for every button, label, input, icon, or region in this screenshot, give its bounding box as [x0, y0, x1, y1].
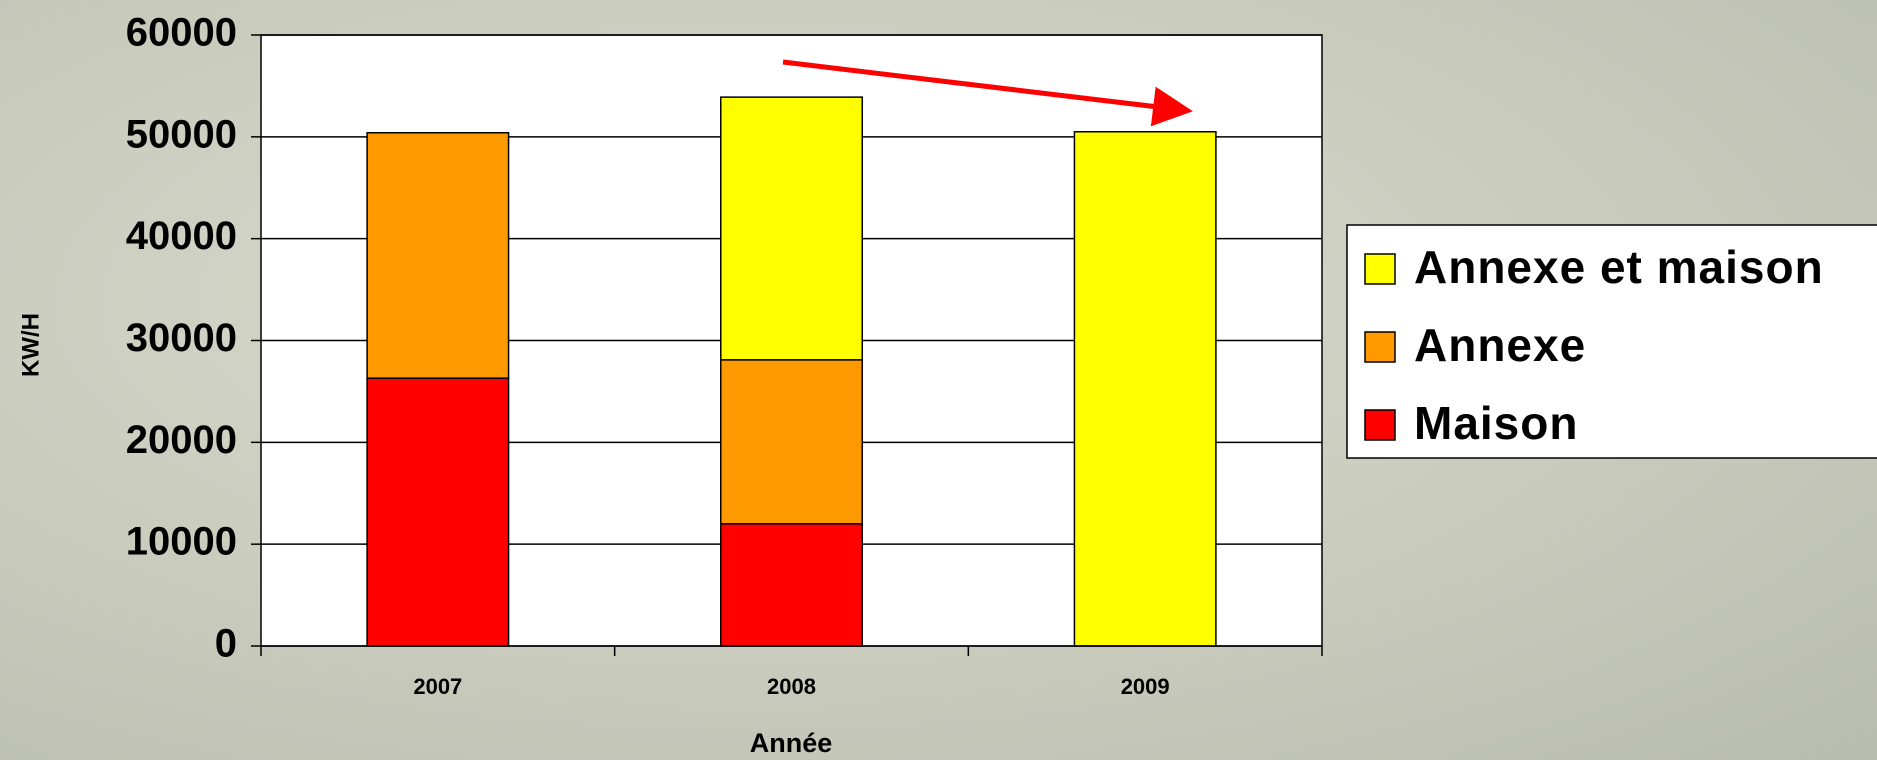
y-tick-label: 60000 [126, 11, 237, 55]
x-tick-label: 2009 [1121, 674, 1170, 699]
y-tick-label: 40000 [126, 214, 237, 258]
legend-swatch [1364, 409, 1396, 441]
legend-swatch [1364, 253, 1396, 285]
x-tick-label: 2008 [767, 674, 816, 699]
x-axis-label: Année [750, 728, 833, 758]
legend-label: Annexe et maison [1414, 241, 1824, 293]
bar-segment [720, 359, 863, 525]
legend-label: Annexe [1414, 319, 1586, 371]
y-tick-label: 50000 [126, 112, 237, 156]
bar-segment [366, 132, 510, 379]
y-tick-label: 30000 [126, 316, 237, 360]
y-tick-label: 20000 [126, 418, 237, 462]
y-axis-label: KW/H [17, 313, 44, 377]
bar-segment [366, 377, 510, 647]
y-tick-label: 0 [215, 622, 237, 666]
x-tick-label: 2007 [413, 674, 462, 699]
legend-label: Maison [1414, 397, 1578, 449]
bar-segment [1073, 130, 1217, 647]
y-tick-label: 10000 [126, 520, 237, 564]
bar-segment [720, 96, 863, 361]
legend [1346, 224, 1877, 459]
trend-arrow [782, 59, 1193, 127]
legend-swatch [1364, 331, 1396, 363]
bar-segment [720, 523, 863, 647]
